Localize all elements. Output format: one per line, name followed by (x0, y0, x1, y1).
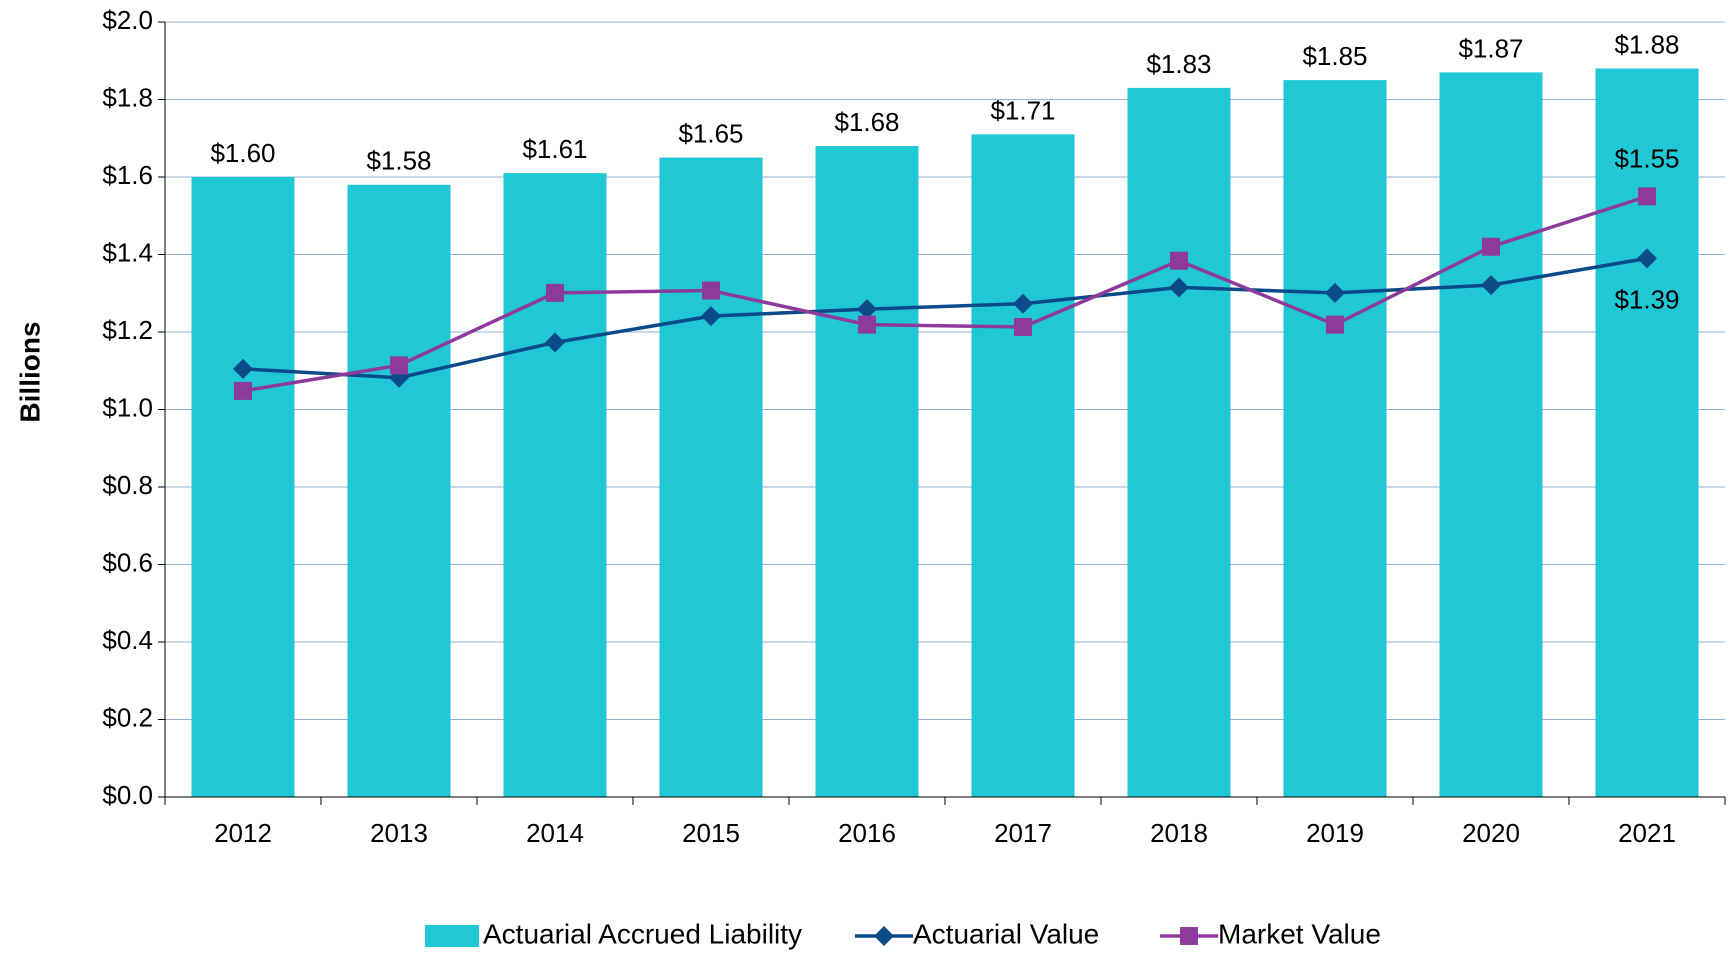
line-marker (1638, 187, 1656, 206)
x-tick-label: 2017 (994, 818, 1052, 848)
line-marker (390, 356, 408, 375)
data-label: $1.61 (522, 134, 587, 164)
bar (503, 173, 607, 797)
line-marker (233, 358, 253, 379)
x-tick-label: 2014 (526, 818, 584, 848)
line-marker (234, 381, 252, 400)
data-label: $1.83 (1146, 49, 1211, 79)
data-label: $1.88 (1614, 29, 1679, 59)
bar (815, 146, 919, 797)
data-label: $1.60 (210, 138, 275, 168)
line-marker (545, 332, 565, 353)
x-tick-label: 2015 (682, 818, 740, 848)
x-tick-label: 2013 (370, 818, 428, 848)
data-label: $1.55 (1614, 143, 1679, 173)
y-tick-label: $1.0 (102, 392, 153, 422)
legend-label: Actuarial Accrued Liability (483, 918, 802, 949)
legend-label: Actuarial Value (913, 918, 1099, 949)
y-tick-label: $0.6 (102, 547, 153, 577)
y-tick-label: $1.2 (102, 315, 153, 345)
data-label: $1.71 (990, 95, 1055, 125)
x-tick-label: 2021 (1618, 818, 1676, 848)
y-tick-label: $2.0 (102, 5, 153, 35)
y-tick-label: $1.4 (102, 237, 153, 267)
line-marker (546, 283, 564, 302)
line-marker (702, 281, 720, 300)
y-tick-label: $1.6 (102, 160, 153, 190)
bar (1127, 87, 1231, 797)
bar (191, 177, 295, 797)
bar (1439, 72, 1543, 797)
y-tick-label: $0.4 (102, 625, 153, 655)
line-marker (1326, 315, 1344, 334)
line-marker (1180, 927, 1198, 945)
y-tick-label: $1.8 (102, 82, 153, 112)
line-marker (701, 306, 721, 327)
x-tick-label: 2018 (1150, 818, 1208, 848)
x-tick-label: 2020 (1462, 818, 1520, 848)
line-marker (1014, 317, 1032, 336)
line (242, 256, 1648, 380)
x-tick-label: 2016 (838, 818, 896, 848)
data-label: $1.85 (1302, 41, 1367, 71)
bar (1595, 68, 1699, 797)
line-marker (1170, 251, 1188, 270)
bar (971, 134, 1075, 797)
y-tick-label: $0.8 (102, 470, 153, 500)
y-axis-label: Billions (14, 321, 45, 422)
line-marker (858, 315, 876, 334)
line (242, 194, 1648, 393)
bar (347, 184, 451, 797)
line-marker (874, 926, 894, 946)
line-marker (1013, 293, 1033, 314)
data-label: $1.65 (678, 119, 743, 149)
bar (659, 157, 763, 797)
x-tick-label: 2019 (1306, 818, 1364, 848)
line-marker (1481, 275, 1501, 296)
data-label: $1.87 (1458, 33, 1523, 63)
y-tick-label: $0.2 (102, 702, 153, 732)
bar (1283, 80, 1387, 797)
line-marker (1169, 277, 1189, 298)
data-label: $1.39 (1614, 284, 1679, 314)
line-marker (1637, 248, 1657, 269)
line-marker (857, 299, 877, 320)
legend-swatch (425, 925, 479, 947)
y-tick-label: $0.0 (102, 780, 153, 810)
line-marker (1325, 282, 1345, 303)
data-label: $1.68 (834, 107, 899, 137)
data-label: $1.58 (366, 146, 431, 176)
line-marker (1482, 237, 1500, 256)
legend-label: Market Value (1218, 918, 1381, 949)
x-tick-label: 2012 (214, 818, 272, 848)
